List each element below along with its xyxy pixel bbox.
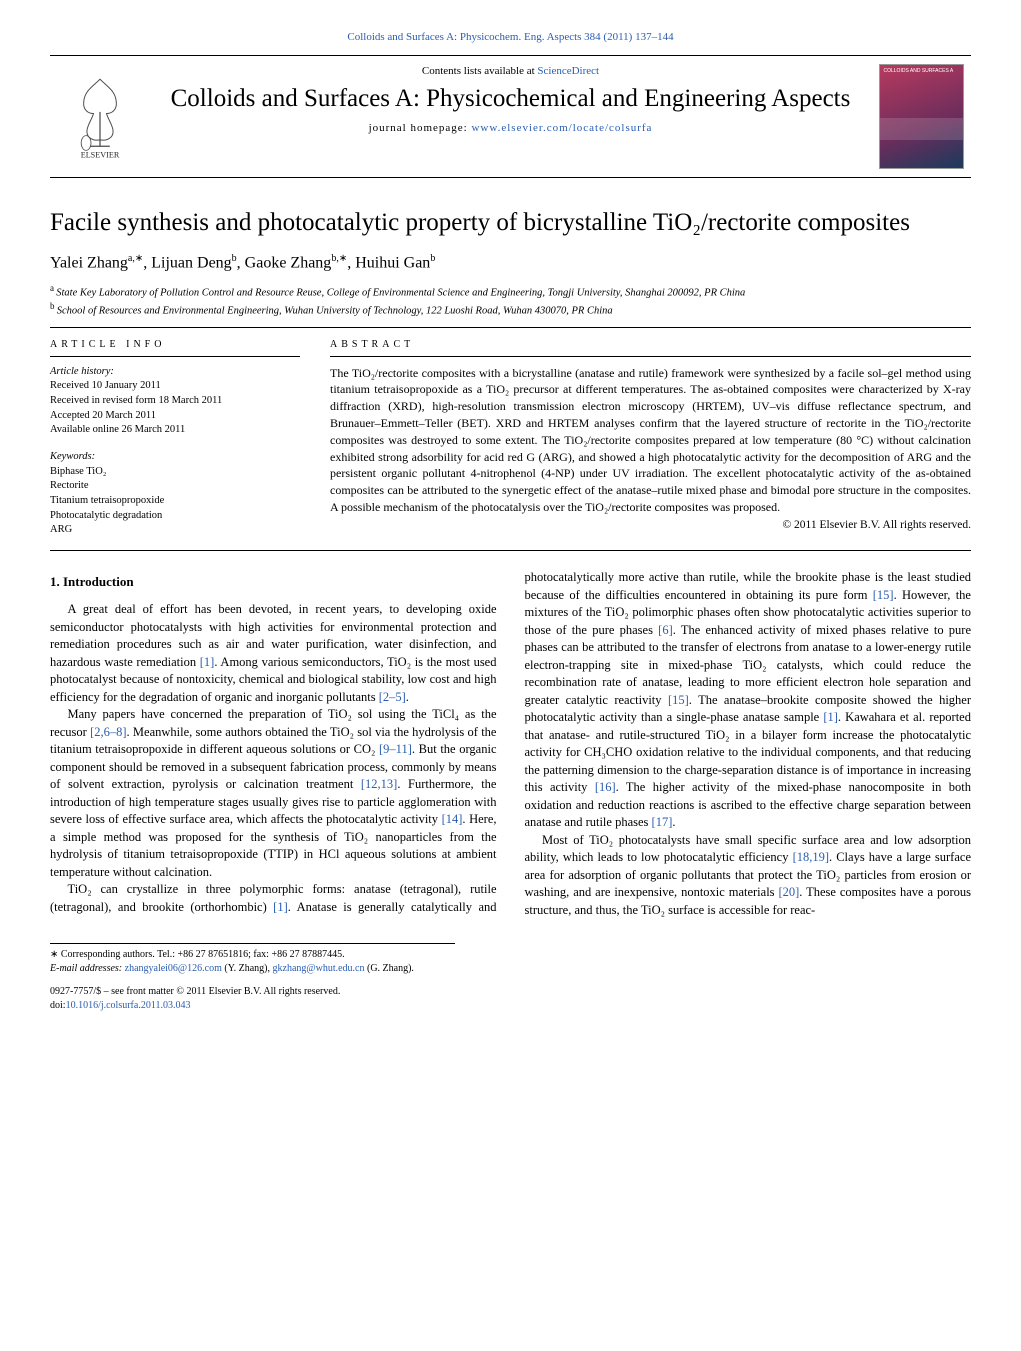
homepage-prefix: journal homepage: [369, 122, 472, 134]
keyword-item: Rectorite [50, 479, 300, 494]
author-marks: b [430, 253, 435, 264]
journal-header: ELSEVIER Contents lists available at Sci… [50, 55, 971, 178]
keyword-item: ARG [50, 523, 300, 538]
email-2-who: (G. Zhang). [364, 963, 413, 974]
article-title: Facile synthesis and photocatalytic prop… [50, 208, 971, 238]
intro-p2: Many papers have concerned the preparati… [50, 706, 497, 881]
contents-lists-line: Contents lists available at ScienceDirec… [162, 64, 859, 79]
ref-16[interactable]: [16] [595, 780, 616, 794]
author-name: Gaoke Zhang [245, 254, 332, 271]
ref-18-19[interactable]: [18,19] [793, 850, 829, 864]
email-label: E-mail addresses: [50, 963, 125, 974]
ref-6[interactable]: [6] [658, 623, 673, 637]
email-2[interactable]: gkzhang@whut.edu.cn [273, 963, 365, 974]
author-name: Lijuan Deng [151, 254, 231, 271]
ref-14[interactable]: [14] [442, 812, 463, 826]
ref-1c[interactable]: [1] [823, 710, 838, 724]
issn-copyright: 0927-7757/$ – see front matter © 2011 El… [50, 985, 971, 999]
svg-text:ELSEVIER: ELSEVIER [81, 151, 120, 160]
history-line: Available online 26 March 2011 [50, 424, 185, 435]
ref-2-6-8[interactable]: [2,6–8] [90, 725, 126, 739]
sciencedirect-link[interactable]: ScienceDirect [537, 65, 599, 77]
affiliation-line: a State Key Laboratory of Pollution Cont… [50, 282, 971, 301]
email-line: E-mail addresses: zhangyalei06@126.com (… [50, 962, 455, 976]
intro-p4: Most of TiO₂ photocatalysts have small s… [525, 832, 972, 920]
history-line: Received in revised form 18 March 2011 [50, 395, 222, 406]
ref-17[interactable]: [17] [652, 815, 673, 829]
contents-prefix: Contents lists available at [422, 65, 537, 77]
body-columns: 1. Introduction A great deal of effort h… [50, 569, 971, 919]
keywords-block: Keywords: Biphase TiO₂RectoriteTitanium … [50, 450, 300, 538]
keywords-list: Biphase TiO₂RectoriteTitanium tetraisopr… [50, 465, 300, 538]
history-line: Accepted 20 March 2011 [50, 410, 156, 421]
ref-15b[interactable]: [15] [668, 693, 689, 707]
top-citation: Colloids and Surfaces A: Physicochem. En… [50, 30, 971, 45]
history-head: Article history: [50, 366, 114, 377]
p3h: . [672, 815, 675, 829]
p1c: . [406, 690, 409, 704]
author-marks: b,∗ [331, 253, 347, 264]
keyword-item: Titanium tetraisopropoxide [50, 494, 300, 509]
footnotes: ∗ Corresponding authors. Tel.: +86 27 87… [50, 943, 455, 975]
info-abstract-row: ARTICLE INFO Article history: Received 1… [50, 338, 971, 538]
email-1[interactable]: zhangyalei06@126.com [125, 963, 222, 974]
cover-thumb-title: COLLOIDS AND SURFACES A [884, 69, 959, 75]
affiliation-line: b School of Resources and Environmental … [50, 300, 971, 319]
ref-20[interactable]: [20] [778, 885, 799, 899]
journal-name: Colloids and Surfaces A: Physicochemical… [162, 85, 859, 114]
doi-link[interactable]: 10.1016/j.colsurfa.2011.03.043 [66, 1000, 191, 1011]
corresponding-author-line: ∗ Corresponding authors. Tel.: +86 27 87… [50, 948, 455, 962]
author-name: Huihui Gan [355, 254, 430, 271]
intro-heading: 1. Introduction [50, 573, 497, 591]
abstract-text: The TiO₂/rectorite composites with a bic… [330, 365, 971, 516]
affiliations: a State Key Laboratory of Pollution Cont… [50, 282, 971, 319]
author-marks: a,∗ [128, 253, 143, 264]
abstract-col: ABSTRACT The TiO₂/rectorite composites w… [330, 338, 971, 538]
article-info-label: ARTICLE INFO [50, 338, 300, 357]
doi-line: doi:10.1016/j.colsurfa.2011.03.043 [50, 999, 971, 1013]
authors-line: Yalei Zhanga,∗, Lijuan Dengb, Gaoke Zhan… [50, 252, 971, 274]
citation-link[interactable]: Colloids and Surfaces A: Physicochem. En… [347, 31, 673, 43]
author-name: Yalei Zhang [50, 254, 128, 271]
cover-thumbnail: COLLOIDS AND SURFACES A [879, 64, 964, 169]
ref-15[interactable]: [15] [873, 588, 894, 602]
abstract-copyright: © 2011 Elsevier B.V. All rights reserved… [330, 518, 971, 534]
elsevier-tree-icon: ELSEVIER [55, 71, 145, 161]
cover-thumb-band [880, 118, 963, 140]
abstract-label: ABSTRACT [330, 338, 971, 357]
ref-1[interactable]: [1] [200, 655, 215, 669]
intro-p1: A great deal of effort has been devoted,… [50, 601, 497, 706]
history-lines: Received 10 January 2011 Received in revi… [50, 380, 222, 435]
keyword-item: Biphase TiO₂ [50, 465, 300, 480]
publisher-logo: ELSEVIER [50, 64, 150, 169]
rule-below-abstract [50, 550, 971, 551]
email-1-who: (Y. Zhang), [222, 963, 273, 974]
keywords-head: Keywords: [50, 451, 95, 462]
homepage-link[interactable]: www.elsevier.com/locate/colsurfa [471, 122, 652, 134]
doi-label: doi: [50, 1000, 66, 1011]
article-info-col: ARTICLE INFO Article history: Received 1… [50, 338, 300, 538]
ref-12-13[interactable]: [12,13] [361, 777, 397, 791]
journal-homepage: journal homepage: www.elsevier.com/locat… [162, 121, 859, 136]
article-history: Article history: Received 10 January 201… [50, 365, 300, 438]
history-line: Received 10 January 2011 [50, 380, 161, 391]
ref-9-11[interactable]: [9–11] [379, 742, 412, 756]
keyword-item: Photocatalytic degradation [50, 509, 300, 524]
header-center: Contents lists available at ScienceDirec… [150, 64, 871, 169]
issn-block: 0927-7757/$ – see front matter © 2011 El… [50, 985, 971, 1012]
rule-above-info [50, 327, 971, 328]
ref-2-5[interactable]: [2–5] [379, 690, 406, 704]
journal-cover: COLLOIDS AND SURFACES A [871, 64, 971, 169]
ref-1b[interactable]: [1] [273, 900, 288, 914]
author-marks: b [232, 253, 237, 264]
